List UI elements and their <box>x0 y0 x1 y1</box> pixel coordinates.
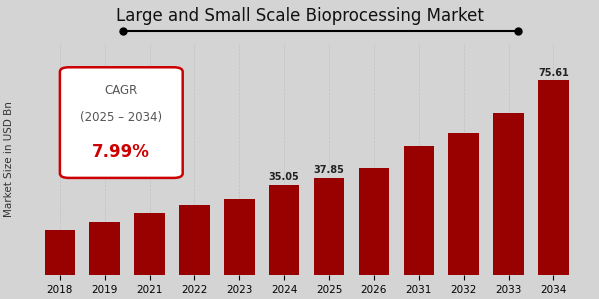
Text: CAGR: CAGR <box>105 84 138 97</box>
Bar <box>404 146 434 275</box>
Text: Large and Small Scale Bioprocessing Market: Large and Small Scale Bioprocessing Mark… <box>116 7 483 25</box>
Text: 35.05: 35.05 <box>269 172 300 182</box>
Bar <box>179 205 210 275</box>
Bar <box>359 168 389 275</box>
Text: 37.85: 37.85 <box>314 165 344 175</box>
Bar <box>44 230 75 275</box>
Bar <box>449 133 479 275</box>
Bar <box>89 222 120 275</box>
Bar <box>269 185 300 275</box>
Text: 75.61: 75.61 <box>538 68 568 77</box>
Y-axis label: Market Size in USD Bn: Market Size in USD Bn <box>4 101 14 217</box>
Bar <box>314 178 344 275</box>
Bar <box>134 213 165 275</box>
Bar <box>493 113 524 275</box>
Text: 7.99%: 7.99% <box>92 144 150 161</box>
Bar <box>538 80 568 275</box>
Text: (2025 – 2034): (2025 – 2034) <box>80 111 162 123</box>
Bar <box>224 199 255 275</box>
